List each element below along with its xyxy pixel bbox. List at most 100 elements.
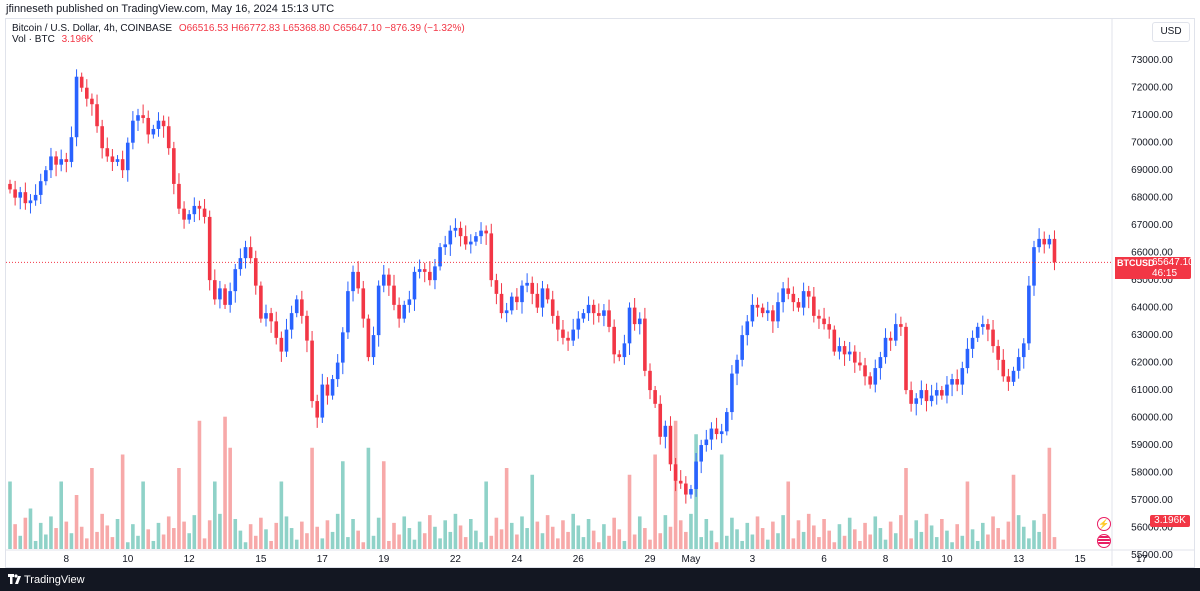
candle-body — [172, 148, 176, 184]
volume-bar — [643, 528, 647, 549]
volume-bar — [366, 447, 371, 549]
chart-frame[interactable] — [5, 18, 1195, 568]
volume-bar — [28, 508, 33, 549]
last-price-tag: BTCUSD 65647.10 46:15 — [1115, 257, 1194, 280]
candle-body — [253, 258, 258, 286]
volume-bar — [387, 540, 391, 549]
volume-bar — [750, 534, 755, 549]
us-flag-event-icon[interactable] — [1097, 534, 1111, 548]
candle-body — [474, 236, 478, 242]
candle-body — [888, 337, 893, 341]
volume-bar — [668, 526, 673, 549]
candle-body — [28, 200, 33, 204]
volume-bar — [1037, 531, 1041, 549]
volume-bar — [576, 525, 581, 549]
candle-body — [996, 346, 1000, 360]
volume-bar — [515, 534, 519, 549]
candle-body — [218, 288, 222, 300]
volume-bar — [950, 542, 954, 549]
volume-bar — [853, 529, 857, 549]
candle-body — [725, 412, 729, 432]
candle-body — [38, 181, 43, 195]
candle-body — [361, 288, 366, 319]
candle-body — [658, 403, 663, 437]
volume-bar — [341, 461, 345, 549]
volume-bar — [397, 534, 401, 549]
candle-body — [981, 324, 985, 327]
volume-bar — [248, 524, 253, 549]
candle-body — [90, 98, 94, 105]
candle-body — [765, 310, 770, 314]
currency-button[interactable]: USD — [1152, 22, 1190, 42]
volume-bar — [832, 542, 837, 549]
candle-body — [740, 335, 744, 360]
volume-bar — [904, 468, 908, 549]
symbol-label[interactable]: Bitcoin / U.S. Dollar, 4h, COINBASE — [12, 23, 173, 34]
volume-bar — [177, 468, 181, 549]
candle-body — [760, 307, 765, 314]
low-value: L65368.80 — [282, 23, 331, 34]
volume-bar — [637, 516, 642, 549]
volume-bar — [975, 540, 980, 549]
x-tick-label: 17 — [1136, 554, 1148, 565]
candle-body — [18, 192, 23, 198]
candle-body — [499, 293, 504, 314]
candle-body — [709, 428, 714, 440]
candle-body — [59, 159, 63, 165]
y-tick-label: 60000.00 — [1131, 413, 1173, 424]
y-tick-label: 69000.00 — [1131, 165, 1173, 176]
volume-bar — [929, 525, 934, 549]
candle-body — [325, 384, 330, 396]
candle-body — [883, 337, 888, 358]
candle-body — [259, 285, 263, 319]
candle-body — [392, 285, 396, 305]
candle-body — [663, 425, 668, 437]
volume-bar — [617, 529, 622, 549]
candle-body — [294, 299, 299, 314]
y-tick-label: 72000.00 — [1131, 83, 1173, 94]
candle-body — [550, 299, 555, 316]
x-tick-label: 10 — [941, 554, 953, 565]
volume-bar — [735, 529, 739, 549]
volume-bar — [996, 528, 1000, 549]
volume-bar — [172, 528, 176, 549]
volume-bar — [1027, 538, 1031, 549]
volume-bar — [474, 530, 478, 549]
volume-bar — [960, 535, 965, 549]
volume-bar — [591, 530, 596, 549]
volume-bar — [458, 525, 463, 549]
volume-bar — [1047, 447, 1052, 549]
candle-body — [914, 398, 919, 404]
volume-label[interactable]: Vol · BTC — [12, 34, 55, 45]
candle-body — [975, 326, 980, 338]
candle-body — [801, 291, 806, 308]
candle-body — [637, 318, 642, 325]
y-tick-label: 66000.00 — [1131, 248, 1173, 259]
candle-body — [182, 208, 186, 220]
volume-tag: 3.196K — [1150, 515, 1190, 527]
candle-body — [571, 329, 575, 341]
volume-bar — [586, 519, 591, 549]
volume-bar — [489, 535, 494, 549]
volume-bar — [863, 522, 867, 549]
y-tick-label: 58000.00 — [1131, 468, 1173, 479]
candle-body — [893, 324, 898, 341]
volume-bar — [371, 535, 376, 549]
volume-bar — [796, 520, 801, 549]
candle-body — [955, 379, 959, 385]
volume-bar — [402, 516, 407, 549]
volume-bar — [125, 542, 130, 549]
volume-bar — [294, 539, 299, 549]
candle-body — [1016, 357, 1021, 371]
volume-bar — [632, 534, 637, 549]
volume-bar — [945, 530, 949, 549]
volume-bar — [653, 454, 657, 549]
volume-bar — [315, 526, 319, 549]
volume-bar — [417, 521, 422, 549]
volume-bar — [822, 519, 826, 549]
y-tick-label: 73000.00 — [1131, 55, 1173, 66]
candle-body — [868, 376, 872, 385]
flash-event-icon[interactable]: ⚡ — [1097, 517, 1111, 531]
candle-body — [1027, 285, 1031, 344]
